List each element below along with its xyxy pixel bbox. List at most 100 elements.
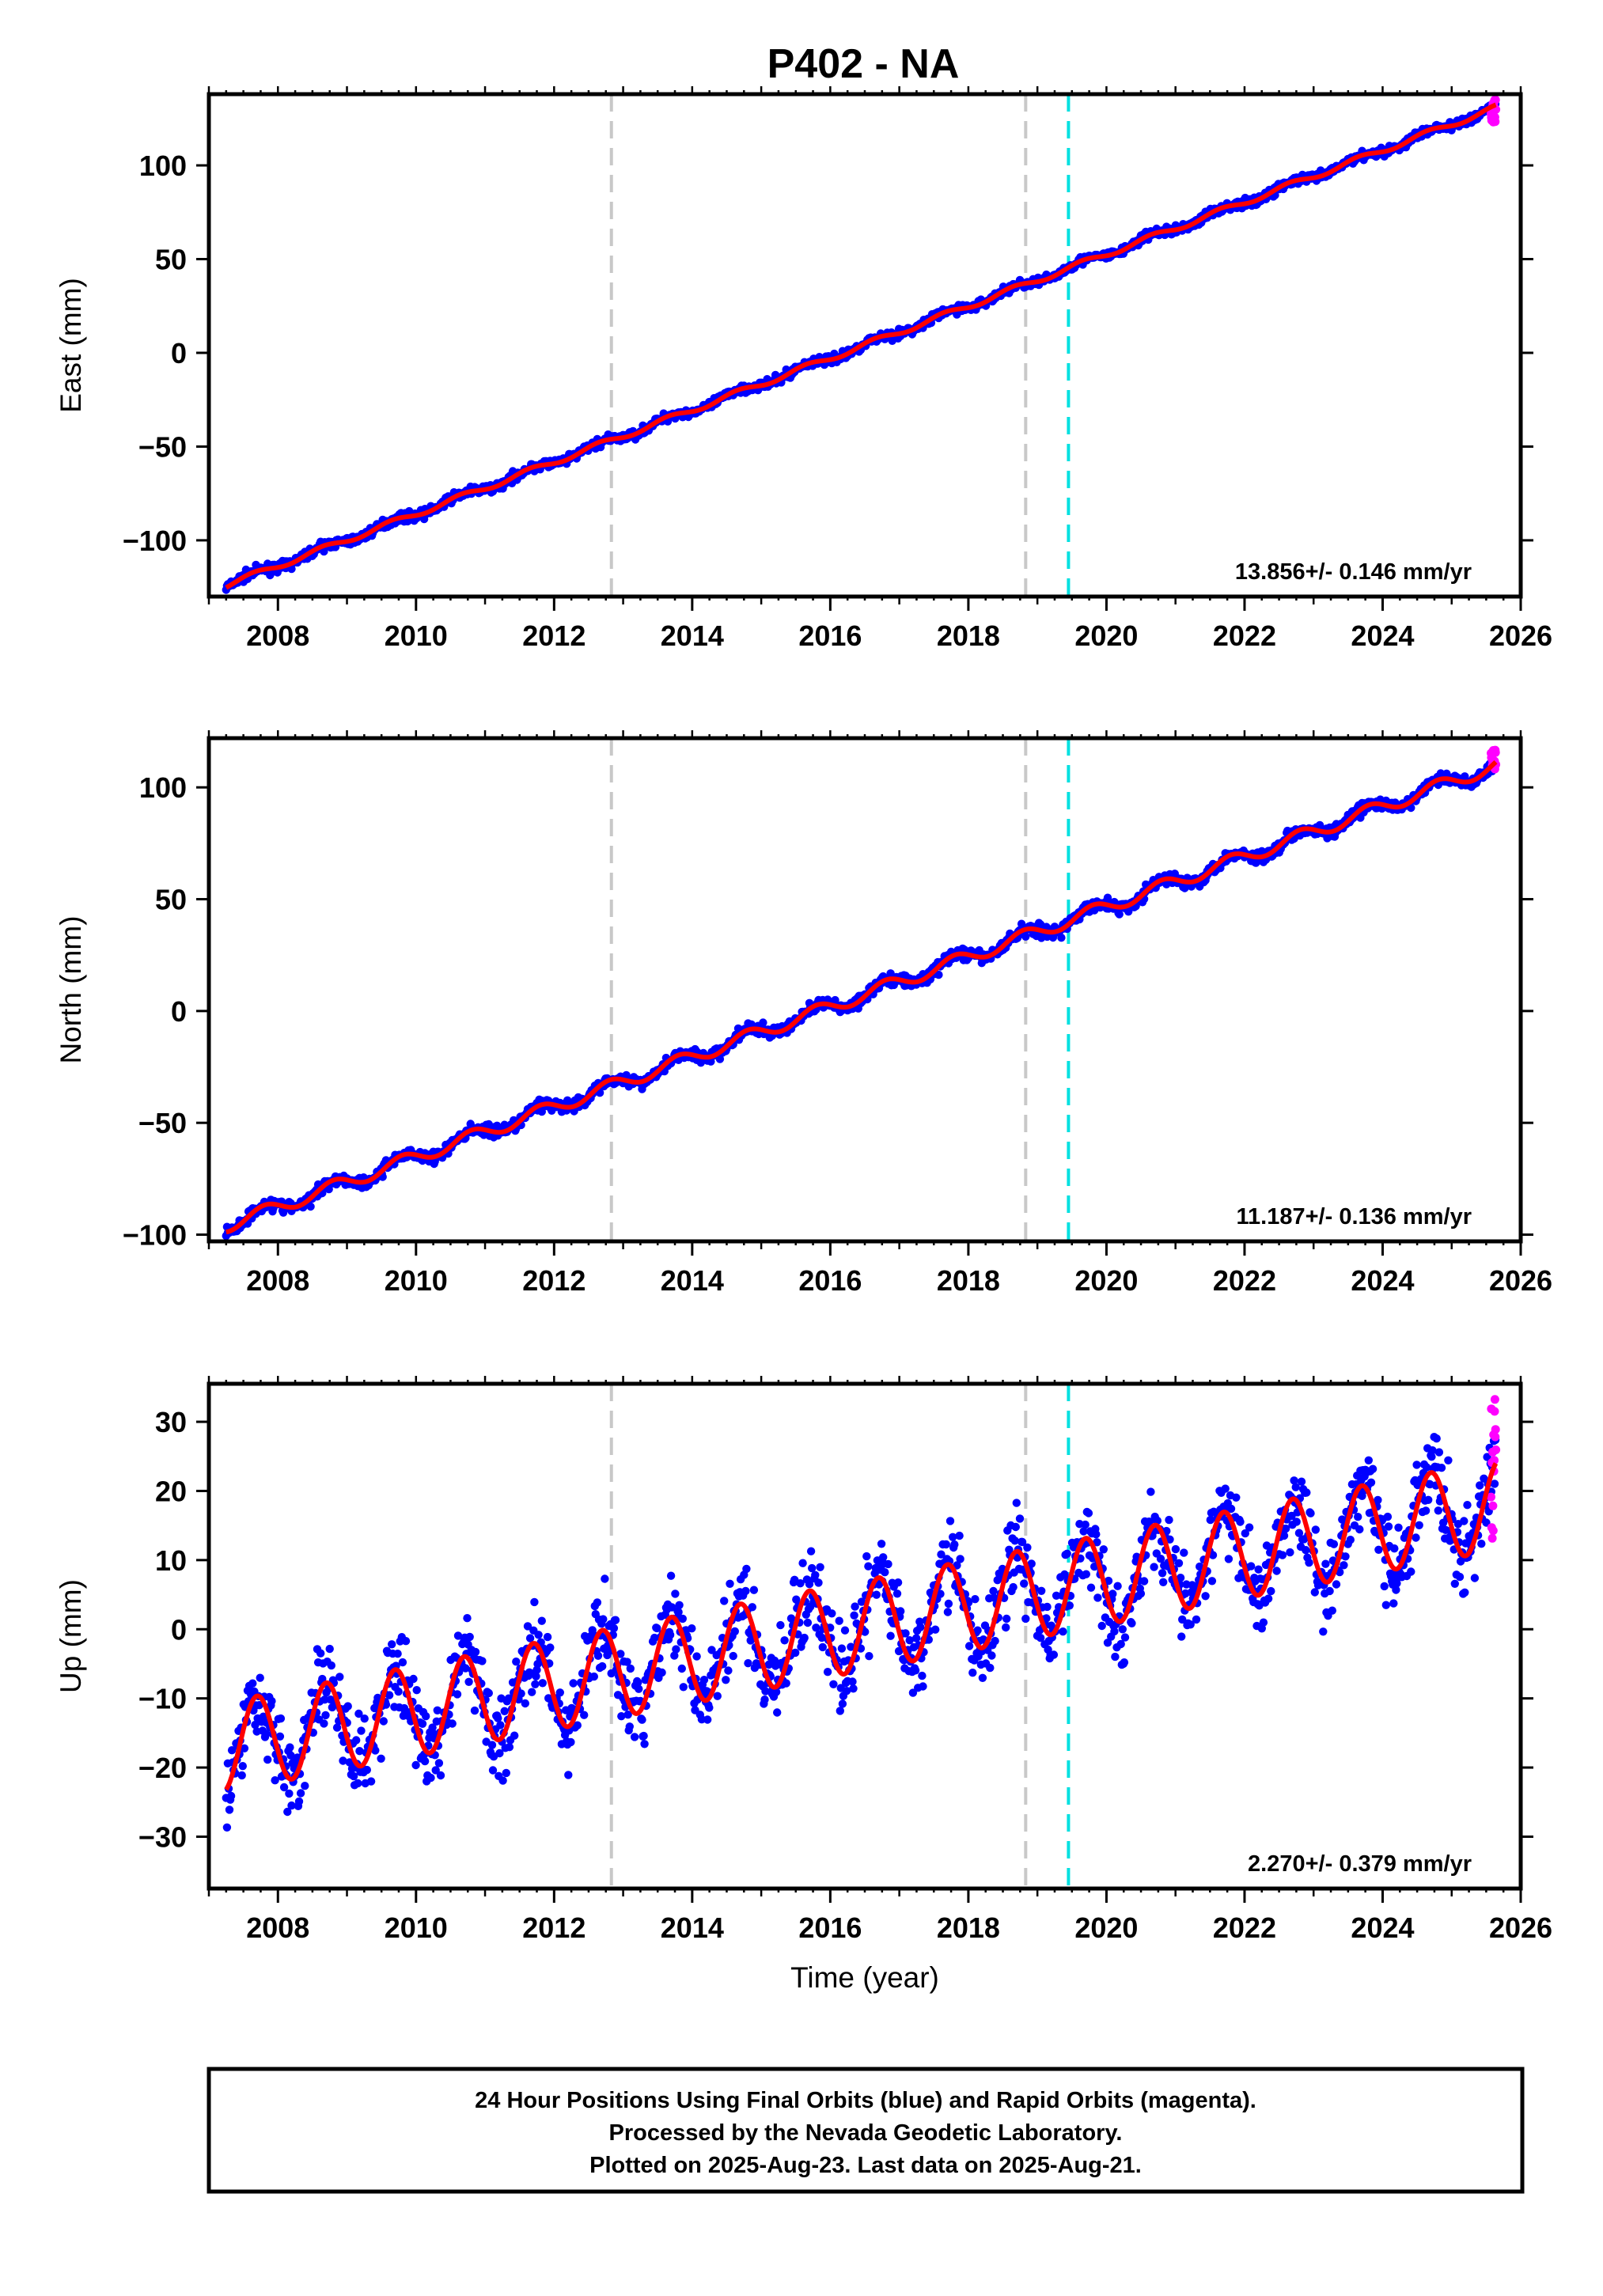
data-point: [1049, 1650, 1059, 1659]
data-point: [991, 1636, 999, 1646]
data-point: [379, 1717, 388, 1726]
data-point: [366, 1777, 376, 1786]
data-point: [1015, 1514, 1025, 1523]
data-point: [916, 1623, 925, 1631]
plot-area: [222, 94, 1501, 597]
data-point: [283, 1807, 292, 1817]
x-tick-label: 2022: [1213, 1264, 1276, 1297]
data-point: [505, 1743, 514, 1752]
data-point: [791, 1648, 800, 1658]
data-point: [1267, 1586, 1275, 1596]
data-point: [812, 1623, 820, 1632]
data-point: [848, 1677, 857, 1686]
data-point: [665, 1631, 675, 1639]
data-point: [394, 1687, 403, 1696]
data-point: [537, 1616, 546, 1625]
data-point: [872, 1590, 881, 1599]
rapid-data-point: [1491, 748, 1500, 757]
data-point: [401, 1637, 411, 1646]
data-point: [1002, 1623, 1010, 1632]
data-point: [877, 1540, 886, 1548]
data-point: [222, 1823, 232, 1832]
data-point: [760, 1695, 769, 1704]
y-tick-label: −50: [138, 1107, 187, 1139]
data-point: [362, 1765, 371, 1775]
data-point: [811, 1570, 820, 1580]
data-point: [1306, 1509, 1315, 1517]
data-point: [1011, 1522, 1021, 1532]
data-point: [1059, 1627, 1067, 1636]
data-point: [237, 1771, 246, 1780]
data-point: [286, 1743, 294, 1752]
data-point: [498, 1776, 507, 1785]
data-point: [759, 1018, 767, 1027]
y-tick-label: −100: [123, 1219, 187, 1252]
data-point: [1079, 1527, 1088, 1536]
data-point: [1057, 934, 1066, 942]
data-point: [1291, 1483, 1300, 1491]
data-point: [1010, 1536, 1019, 1545]
data-point: [635, 1684, 643, 1693]
data-point: [543, 1632, 552, 1642]
data-point: [865, 1652, 874, 1661]
data-point: [276, 1714, 286, 1723]
data-point: [741, 1586, 750, 1596]
data-point: [677, 1664, 686, 1673]
data-point: [332, 1723, 342, 1732]
data-point: [1086, 1583, 1096, 1592]
data-point: [1207, 1577, 1217, 1586]
data-point: [1310, 1588, 1320, 1597]
data-point: [471, 1647, 480, 1657]
data-point: [1136, 1589, 1146, 1598]
data-point: [1113, 1582, 1122, 1590]
data-point: [1192, 1615, 1201, 1624]
data-point: [1020, 1579, 1029, 1588]
data-point: [502, 1768, 510, 1778]
data-point: [973, 1626, 982, 1635]
data-point: [343, 1702, 352, 1711]
data-point: [653, 1623, 661, 1633]
data-point: [688, 1624, 696, 1633]
data-point: [1421, 1506, 1431, 1515]
data-point: [1384, 1522, 1393, 1531]
data-point: [465, 1632, 474, 1642]
model-fit-line: [225, 760, 1498, 1235]
data-point: [1368, 1464, 1378, 1473]
data-point: [573, 1721, 582, 1730]
x-tick-label: 2020: [1074, 619, 1138, 652]
data-point: [598, 1661, 607, 1671]
data-point: [634, 1678, 642, 1687]
data-point: [931, 1625, 940, 1634]
data-point: [279, 1783, 289, 1792]
data-point: [936, 1589, 945, 1598]
data-point: [580, 1711, 589, 1719]
data-point: [1272, 1567, 1281, 1575]
data-point: [377, 1754, 385, 1763]
data-point: [1328, 1606, 1337, 1615]
data-point: [409, 1674, 418, 1684]
rapid-data-point: [1491, 95, 1500, 104]
data-point: [531, 1680, 540, 1688]
data-point: [267, 1696, 276, 1706]
x-tick-label: 2010: [385, 619, 448, 652]
data-point: [749, 1586, 759, 1594]
data-point: [1341, 1552, 1350, 1561]
data-point: [1180, 1548, 1188, 1557]
data-point: [670, 1651, 679, 1660]
data-point: [463, 1614, 472, 1623]
plot-area: [222, 738, 1501, 1241]
data-point: [355, 1747, 364, 1756]
data-point: [1428, 1446, 1437, 1455]
data-point: [1111, 1652, 1120, 1661]
data-point: [1042, 1614, 1051, 1623]
data-point: [1177, 1632, 1186, 1641]
data-point: [956, 1555, 964, 1563]
data-point: [639, 1731, 648, 1741]
data-point: [911, 1666, 920, 1675]
data-point: [534, 1631, 543, 1639]
data-point: [640, 1740, 649, 1749]
data-point: [761, 1687, 770, 1695]
x-tick-label: 2016: [798, 1264, 862, 1297]
north-panel: 2008 2010 2012 2014 2016 2018 2020 2022 2024 2026…: [55, 730, 1552, 1297]
